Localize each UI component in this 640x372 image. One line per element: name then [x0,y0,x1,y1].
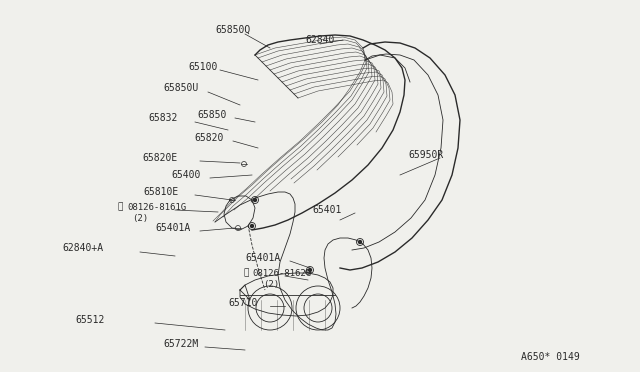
Circle shape [358,241,362,244]
Text: 08126-8162G: 08126-8162G [252,269,311,278]
Text: 62840+A: 62840+A [62,243,103,253]
Text: 65850U: 65850U [163,83,198,93]
Text: 65100: 65100 [188,62,218,72]
Circle shape [253,199,257,202]
Text: 65710: 65710 [228,298,257,308]
Text: 65400: 65400 [171,170,200,180]
Text: 65820E: 65820E [142,153,177,163]
Text: 65401: 65401 [312,205,341,215]
Text: (2): (2) [132,214,148,222]
Text: 65850: 65850 [197,110,227,120]
Text: 65401A: 65401A [245,253,280,263]
Text: 65820: 65820 [194,133,223,143]
Text: 62840: 62840 [305,35,334,45]
Text: 65401A: 65401A [155,223,190,233]
Text: 65950R: 65950R [408,150,444,160]
Text: (2): (2) [263,279,279,289]
Text: 65722M: 65722M [163,339,198,349]
Text: 65832: 65832 [148,113,177,123]
Text: 08126-8161G: 08126-8161G [127,202,186,212]
Text: 65850Q: 65850Q [215,25,250,35]
Text: Ⓑ: Ⓑ [118,202,124,212]
Text: Ⓑ: Ⓑ [243,269,248,278]
Text: 65512: 65512 [75,315,104,325]
Text: 65810E: 65810E [143,187,179,197]
Circle shape [308,269,312,272]
Circle shape [250,224,253,228]
Text: A650* 0149: A650* 0149 [521,352,580,362]
